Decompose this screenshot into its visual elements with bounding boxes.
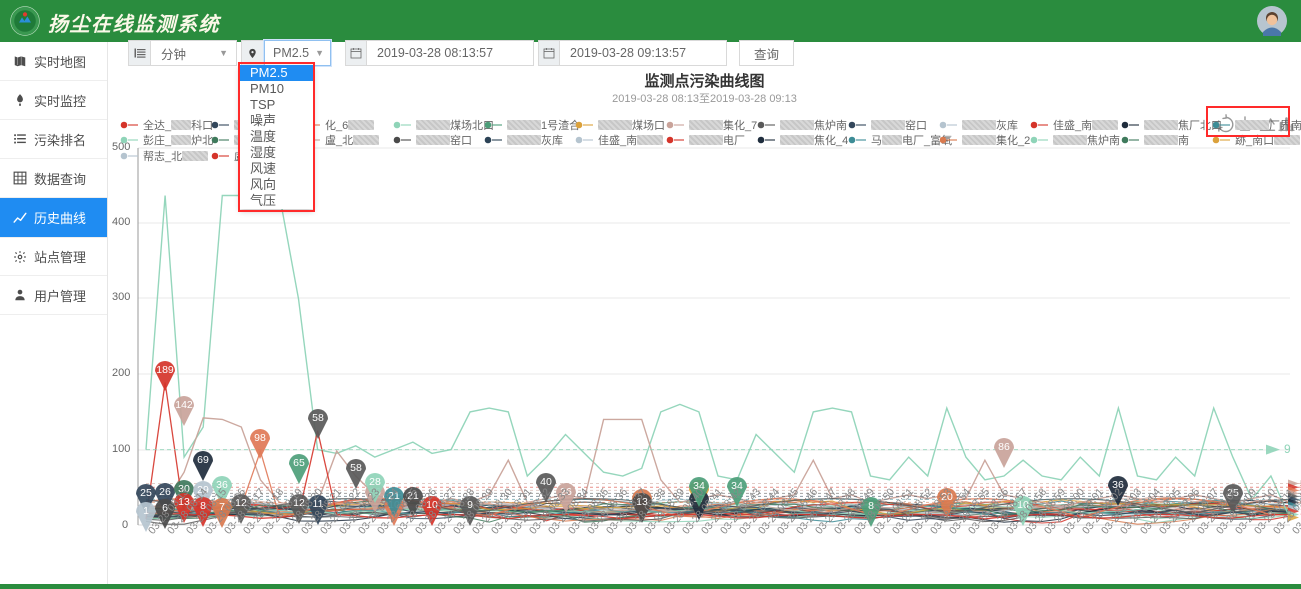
svg-text:1: 1 xyxy=(143,505,149,517)
svg-text:69: 69 xyxy=(197,454,209,466)
svg-text:98: 98 xyxy=(255,432,267,444)
svg-text:189: 189 xyxy=(156,364,174,376)
svg-text:58: 58 xyxy=(312,412,324,424)
svg-text:86: 86 xyxy=(998,441,1010,453)
svg-text:65: 65 xyxy=(293,457,305,469)
svg-text:142: 142 xyxy=(175,399,193,411)
